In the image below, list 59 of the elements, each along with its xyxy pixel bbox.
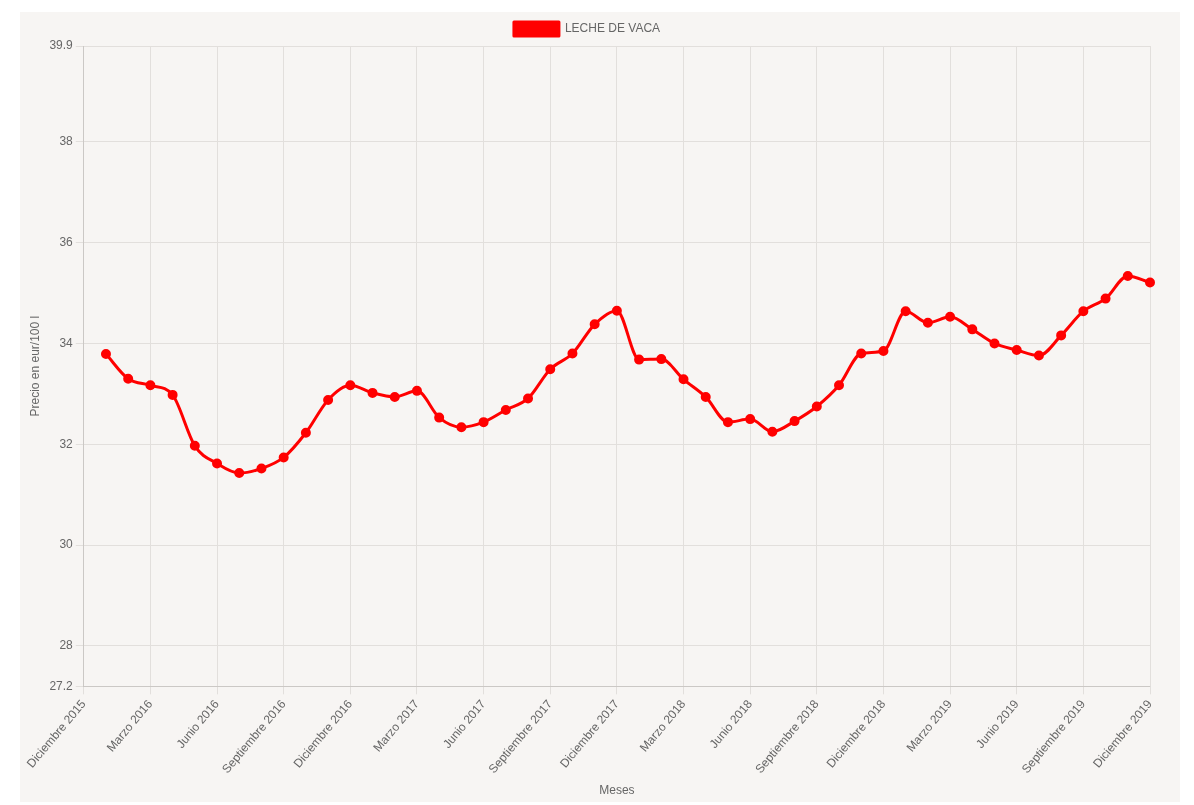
point — [411, 385, 422, 396]
point — [234, 468, 245, 479]
point — [478, 417, 489, 428]
point — [1122, 270, 1133, 281]
point — [434, 412, 445, 423]
point — [834, 380, 845, 391]
point — [500, 405, 511, 416]
y-tick-label: 34 — [59, 335, 74, 350]
y-tick-label: 39.9 — [49, 38, 74, 53]
point — [1078, 306, 1089, 317]
point — [634, 354, 645, 365]
point — [456, 422, 467, 433]
point — [1033, 350, 1044, 361]
point — [722, 417, 733, 428]
y-axis-title: Precio en eur/100 l — [27, 315, 42, 417]
point — [856, 348, 867, 359]
y-tick-label: 32 — [59, 436, 74, 451]
point — [523, 393, 534, 404]
point — [700, 391, 711, 402]
point — [145, 380, 156, 391]
point — [989, 338, 1000, 349]
point — [1100, 293, 1111, 304]
point — [545, 364, 556, 375]
y-tick-label: 30 — [59, 537, 74, 552]
y-tick-label: 28 — [59, 638, 74, 653]
point — [367, 387, 378, 398]
point — [323, 394, 334, 405]
point — [678, 374, 689, 385]
point — [589, 319, 600, 330]
point — [945, 311, 956, 322]
point — [611, 305, 622, 316]
point — [212, 458, 223, 469]
point — [878, 346, 889, 357]
point — [656, 354, 667, 365]
point — [100, 349, 111, 360]
x-axis-title: Meses — [599, 783, 635, 798]
point — [922, 317, 933, 328]
point — [300, 427, 311, 438]
point — [389, 391, 400, 402]
point — [900, 306, 911, 317]
point — [1145, 277, 1155, 288]
y-tick-label: 36 — [59, 234, 74, 249]
point — [967, 324, 978, 335]
legend-label: LECHE DE VACA — [564, 21, 661, 36]
point — [256, 463, 267, 474]
point — [567, 348, 578, 359]
y-tick-label: 38 — [59, 134, 74, 149]
point — [811, 401, 822, 412]
point — [745, 414, 756, 425]
point — [767, 426, 778, 437]
point — [278, 452, 289, 463]
point — [1056, 330, 1067, 341]
point — [345, 380, 356, 391]
point — [789, 416, 800, 427]
point — [1011, 345, 1022, 356]
point — [189, 440, 200, 451]
point — [167, 389, 178, 400]
point — [123, 373, 134, 384]
y-tick-label: 27.2 — [49, 678, 74, 693]
